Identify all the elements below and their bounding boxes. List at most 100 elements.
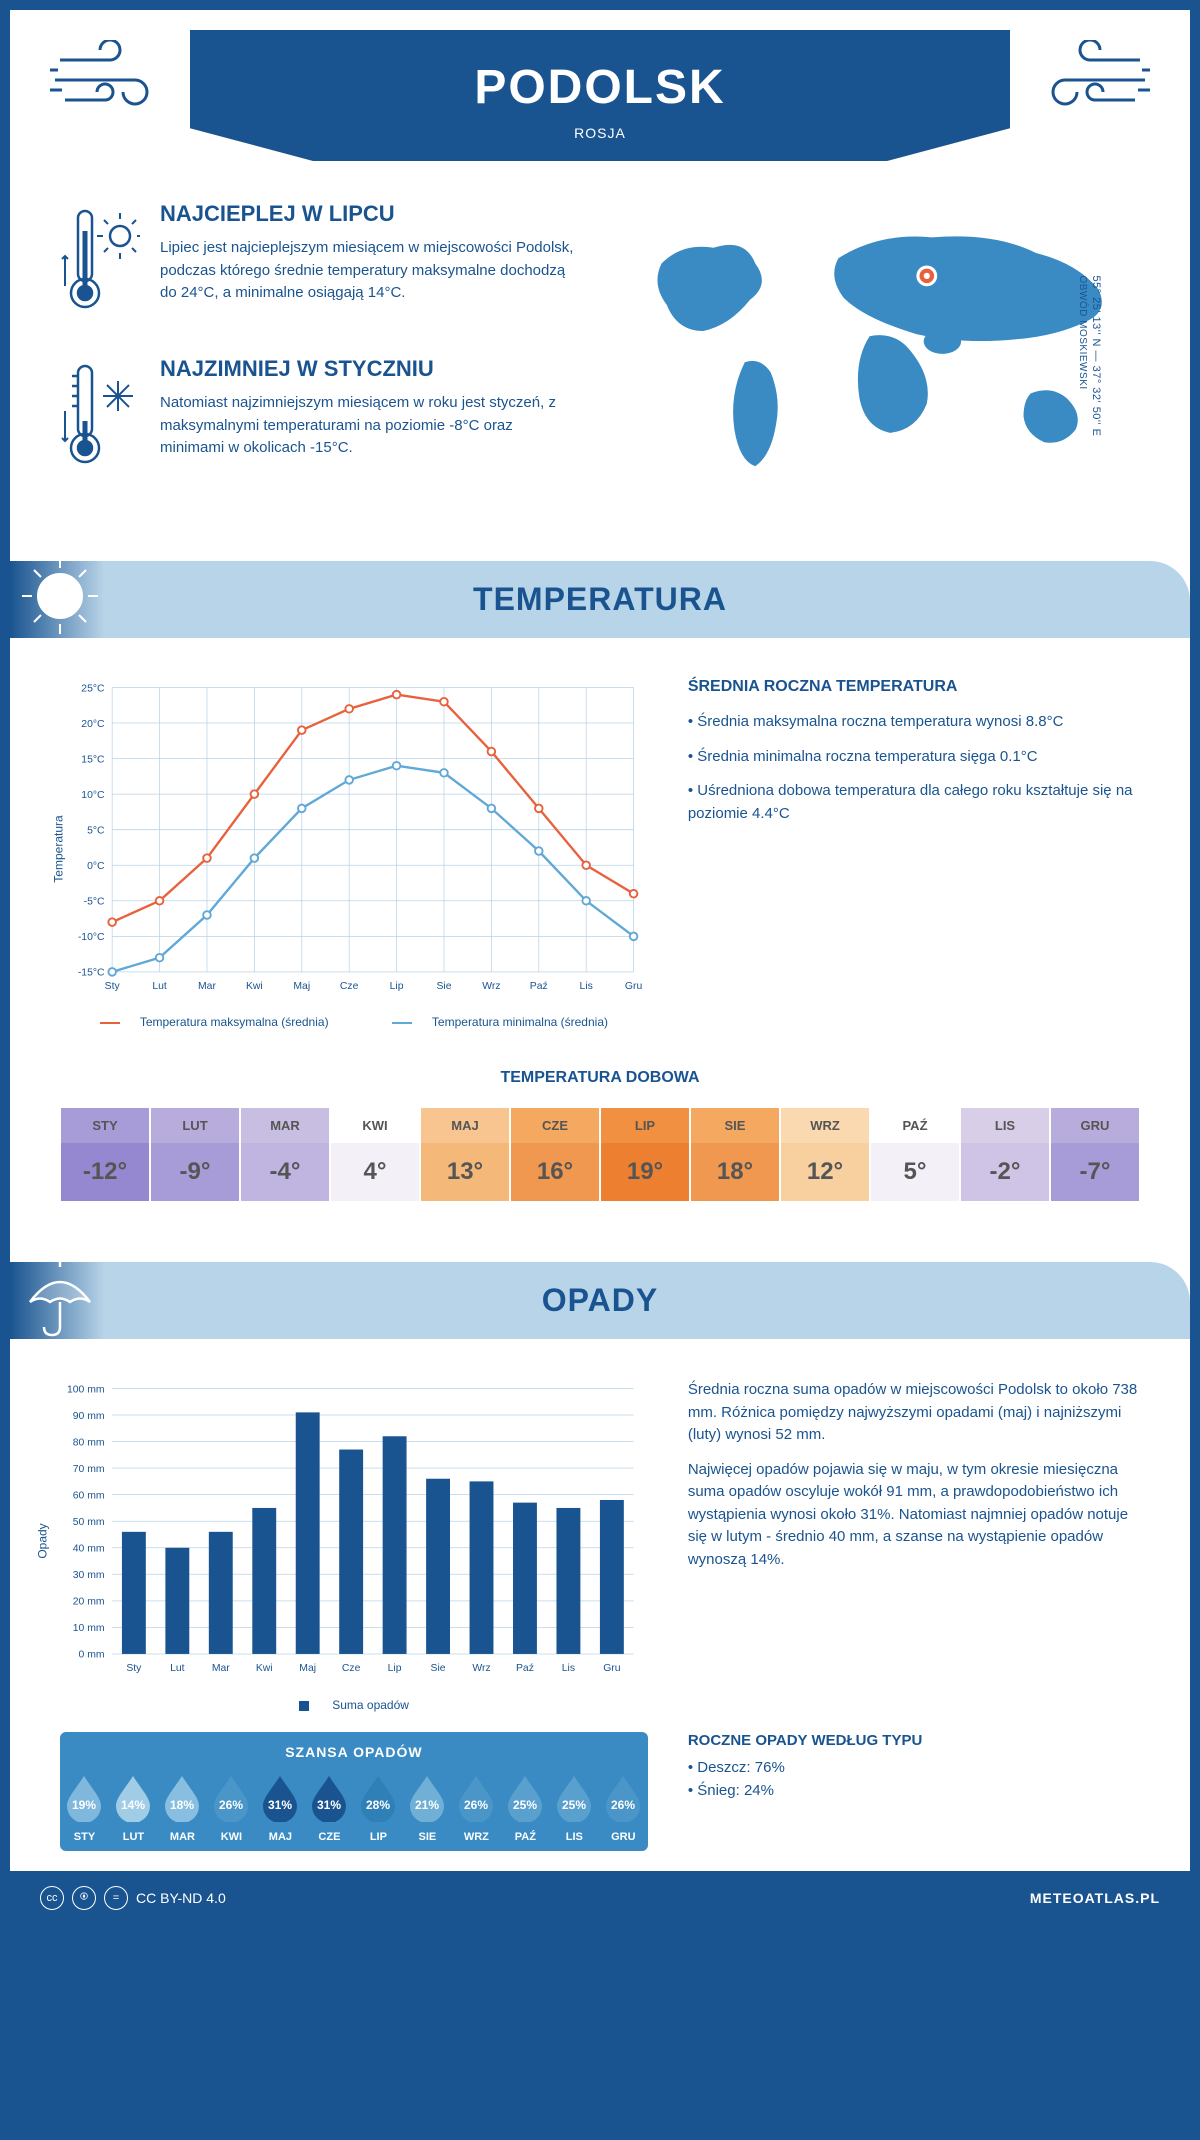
cc-icon: cc bbox=[40, 1886, 64, 1910]
chance-drop: 25%PAŹ bbox=[504, 1772, 546, 1843]
svg-text:30 mm: 30 mm bbox=[73, 1570, 105, 1581]
site-name: METEOATLAS.PL bbox=[1030, 1890, 1160, 1906]
month-cell: KWI4° bbox=[330, 1107, 420, 1202]
svg-text:26%: 26% bbox=[611, 1798, 635, 1812]
thermometer-cold-icon bbox=[60, 356, 140, 481]
svg-text:Lut: Lut bbox=[170, 1663, 185, 1674]
svg-text:Sie: Sie bbox=[436, 981, 451, 992]
precip-side-p1: Średnia roczna suma opadów w miejscowośc… bbox=[688, 1379, 1140, 1447]
svg-text:Wrz: Wrz bbox=[482, 981, 500, 992]
svg-text:50 mm: 50 mm bbox=[73, 1517, 105, 1528]
legend-min: Temperatura minimalna (średnia) bbox=[432, 1015, 608, 1029]
temp-section-header: TEMPERATURA bbox=[10, 561, 1190, 638]
month-cell: MAR-4° bbox=[240, 1107, 330, 1202]
svg-text:Sty: Sty bbox=[105, 981, 121, 992]
precip-legend: Suma opadów bbox=[60, 1698, 648, 1712]
precip-legend-label: Suma opadów bbox=[332, 1698, 409, 1712]
temp-side-line: • Uśredniona dobowa temperatura dla całe… bbox=[688, 780, 1140, 825]
svg-text:18%: 18% bbox=[170, 1798, 194, 1812]
svg-text:26%: 26% bbox=[219, 1798, 243, 1812]
hot-fact-body: Lipiec jest najcieplejszym miesiącem w m… bbox=[160, 237, 580, 305]
cold-fact: NAJZIMNIEJ W STYCZNIU Natomiast najzimni… bbox=[60, 356, 580, 481]
daily-temp-title: TEMPERATURA DOBOWA bbox=[60, 1069, 1140, 1087]
precip-bottom-row: SZANSA OPADÓW 19%STY14%LUT18%MAR26%KWI31… bbox=[10, 1732, 1190, 1871]
chance-drop: 18%MAR bbox=[161, 1772, 203, 1843]
svg-text:Maj: Maj bbox=[299, 1663, 316, 1674]
month-cell: LIS-2° bbox=[960, 1107, 1050, 1202]
map-column: 55° 25' 13'' N — 37° 32' 50'' E OBWÓD MO… bbox=[620, 201, 1140, 511]
daily-temp-grid: STY-12°LUT-9°MAR-4°KWI4°MAJ13°CZE16°LIP1… bbox=[60, 1107, 1140, 1202]
precip-type-title: ROCZNE OPADY WEDŁUG TYPU bbox=[688, 1732, 1140, 1749]
svg-text:10°C: 10°C bbox=[81, 790, 105, 801]
chance-drop: 26%WRZ bbox=[455, 1772, 497, 1843]
svg-text:19%: 19% bbox=[72, 1798, 96, 1812]
svg-text:14%: 14% bbox=[121, 1798, 145, 1812]
month-cell: WRZ12° bbox=[780, 1107, 870, 1202]
umbrella-icon bbox=[10, 1247, 110, 1347]
cold-fact-body: Natomiast najzimniejszym miesiącem w rok… bbox=[160, 392, 580, 460]
svg-text:25%: 25% bbox=[513, 1798, 537, 1812]
svg-text:-10°C: -10°C bbox=[78, 932, 105, 943]
region-text: OBWÓD MOSKIEWSKI bbox=[1077, 275, 1088, 436]
daily-temp-section: TEMPERATURA DOBOWA STY-12°LUT-9°MAR-4°KW… bbox=[10, 1049, 1190, 1242]
thermometer-hot-icon bbox=[60, 201, 140, 326]
precip-ylabel: Opady bbox=[36, 1523, 50, 1558]
cold-fact-text: NAJZIMNIEJ W STYCZNIU Natomiast najzimni… bbox=[160, 356, 580, 481]
svg-text:Mar: Mar bbox=[198, 981, 216, 992]
svg-text:Kwi: Kwi bbox=[256, 1663, 273, 1674]
footer: cc 🅯 = CC BY-ND 4.0 METEOATLAS.PL bbox=[10, 1871, 1190, 1925]
svg-text:Sie: Sie bbox=[431, 1663, 446, 1674]
svg-text:0 mm: 0 mm bbox=[79, 1650, 105, 1661]
license-text: CC BY-ND 4.0 bbox=[136, 1890, 226, 1906]
chance-drop: 28%LIP bbox=[357, 1772, 399, 1843]
month-cell: SIE18° bbox=[690, 1107, 780, 1202]
svg-text:60 mm: 60 mm bbox=[73, 1491, 105, 1502]
svg-text:Maj: Maj bbox=[293, 981, 310, 992]
svg-text:Cze: Cze bbox=[342, 1663, 361, 1674]
svg-text:25°C: 25°C bbox=[81, 683, 105, 694]
svg-text:5°C: 5°C bbox=[87, 825, 105, 836]
svg-text:80 mm: 80 mm bbox=[73, 1438, 105, 1449]
temp-ylabel: Temperatura bbox=[52, 815, 66, 882]
chance-title: SZANSA OPADÓW bbox=[60, 1744, 648, 1760]
temp-chart: -15°C -10°C -5°C 0°C 5°C 10°C 15°C 20°C 25°C Sty L… bbox=[60, 678, 648, 1029]
cold-fact-title: NAJZIMNIEJ W STYCZNIU bbox=[160, 356, 580, 382]
chance-section: SZANSA OPADÓW 19%STY14%LUT18%MAR26%KWI31… bbox=[60, 1732, 648, 1851]
wind-icon bbox=[50, 40, 190, 120]
chance-drop: 31%CZE bbox=[308, 1772, 350, 1843]
svg-text:-15°C: -15°C bbox=[78, 968, 105, 979]
sun-icon bbox=[10, 546, 110, 646]
header: PODOLSK ROSJA bbox=[190, 30, 1010, 161]
svg-text:Lip: Lip bbox=[388, 1663, 402, 1674]
hot-fact: NAJCIEPLEJ W LIPCU Lipiec jest najcieple… bbox=[60, 201, 580, 326]
month-cell: PAŹ5° bbox=[870, 1107, 960, 1202]
svg-text:90 mm: 90 mm bbox=[73, 1411, 105, 1422]
svg-text:-5°C: -5°C bbox=[84, 897, 105, 908]
license: cc 🅯 = CC BY-ND 4.0 bbox=[40, 1886, 226, 1910]
month-cell: GRU-7° bbox=[1050, 1107, 1140, 1202]
precip-title: OPADY bbox=[10, 1282, 1190, 1319]
coords-text: 55° 25' 13'' N — 37° 32' 50'' E bbox=[1090, 275, 1102, 436]
temp-side-line: • Średnia minimalna roczna temperatura s… bbox=[688, 746, 1140, 769]
precip-type-snow: • Śnieg: 24% bbox=[688, 1782, 1140, 1799]
svg-text:28%: 28% bbox=[366, 1798, 390, 1812]
month-cell: MAJ13° bbox=[420, 1107, 510, 1202]
svg-text:Cze: Cze bbox=[340, 981, 359, 992]
wind-icon bbox=[1010, 40, 1150, 120]
svg-text:20 mm: 20 mm bbox=[73, 1597, 105, 1608]
by-icon: 🅯 bbox=[72, 1886, 96, 1910]
temp-side-title: ŚREDNIA ROCZNA TEMPERATURA bbox=[688, 678, 1140, 696]
facts-column: NAJCIEPLEJ W LIPCU Lipiec jest najcieple… bbox=[60, 201, 580, 511]
svg-text:10 mm: 10 mm bbox=[73, 1624, 105, 1635]
precip-type-section: ROCZNE OPADY WEDŁUG TYPU • Deszcz: 76% •… bbox=[688, 1732, 1140, 1851]
svg-text:0°C: 0°C bbox=[87, 861, 105, 872]
chance-drop: 31%MAJ bbox=[259, 1772, 301, 1843]
month-cell: LUT-9° bbox=[150, 1107, 240, 1202]
svg-text:Lip: Lip bbox=[390, 981, 404, 992]
svg-text:Sty: Sty bbox=[126, 1663, 142, 1674]
temp-side-text: ŚREDNIA ROCZNA TEMPERATURA • Średnia mak… bbox=[688, 678, 1140, 1029]
month-cell: STY-12° bbox=[60, 1107, 150, 1202]
svg-text:15°C: 15°C bbox=[81, 754, 105, 765]
svg-text:20°C: 20°C bbox=[81, 719, 105, 730]
svg-text:26%: 26% bbox=[464, 1798, 488, 1812]
